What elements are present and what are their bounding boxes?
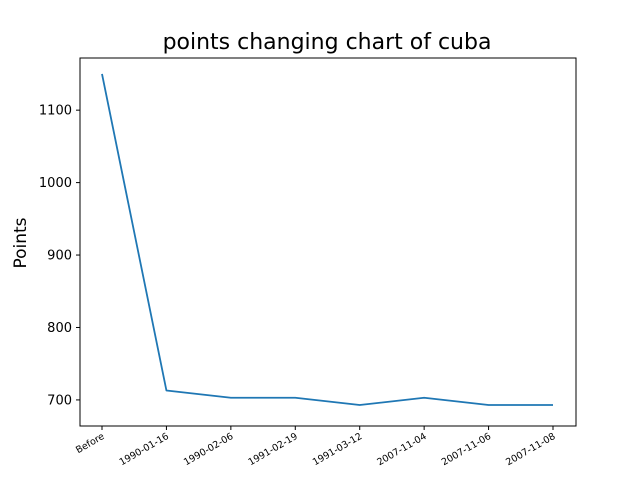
plot-frame [79,57,577,427]
chart-title: points changing chart of cuba [163,30,492,55]
data-point [488,404,490,406]
y-tick-label: 900 [47,249,72,264]
data-point [359,404,361,406]
data-point [165,390,167,392]
y-tick-label: 1000 [39,176,72,191]
y-tick-label: 700 [47,393,72,408]
series-line [101,73,553,406]
y-tick-label: 1100 [39,104,72,119]
data-point [552,404,554,406]
y-axis-label: Points [11,217,31,268]
data-point [294,397,296,399]
data-point [230,397,232,399]
data-point [423,397,425,399]
data-point [101,73,103,75]
y-tick-label: 800 [47,321,72,336]
